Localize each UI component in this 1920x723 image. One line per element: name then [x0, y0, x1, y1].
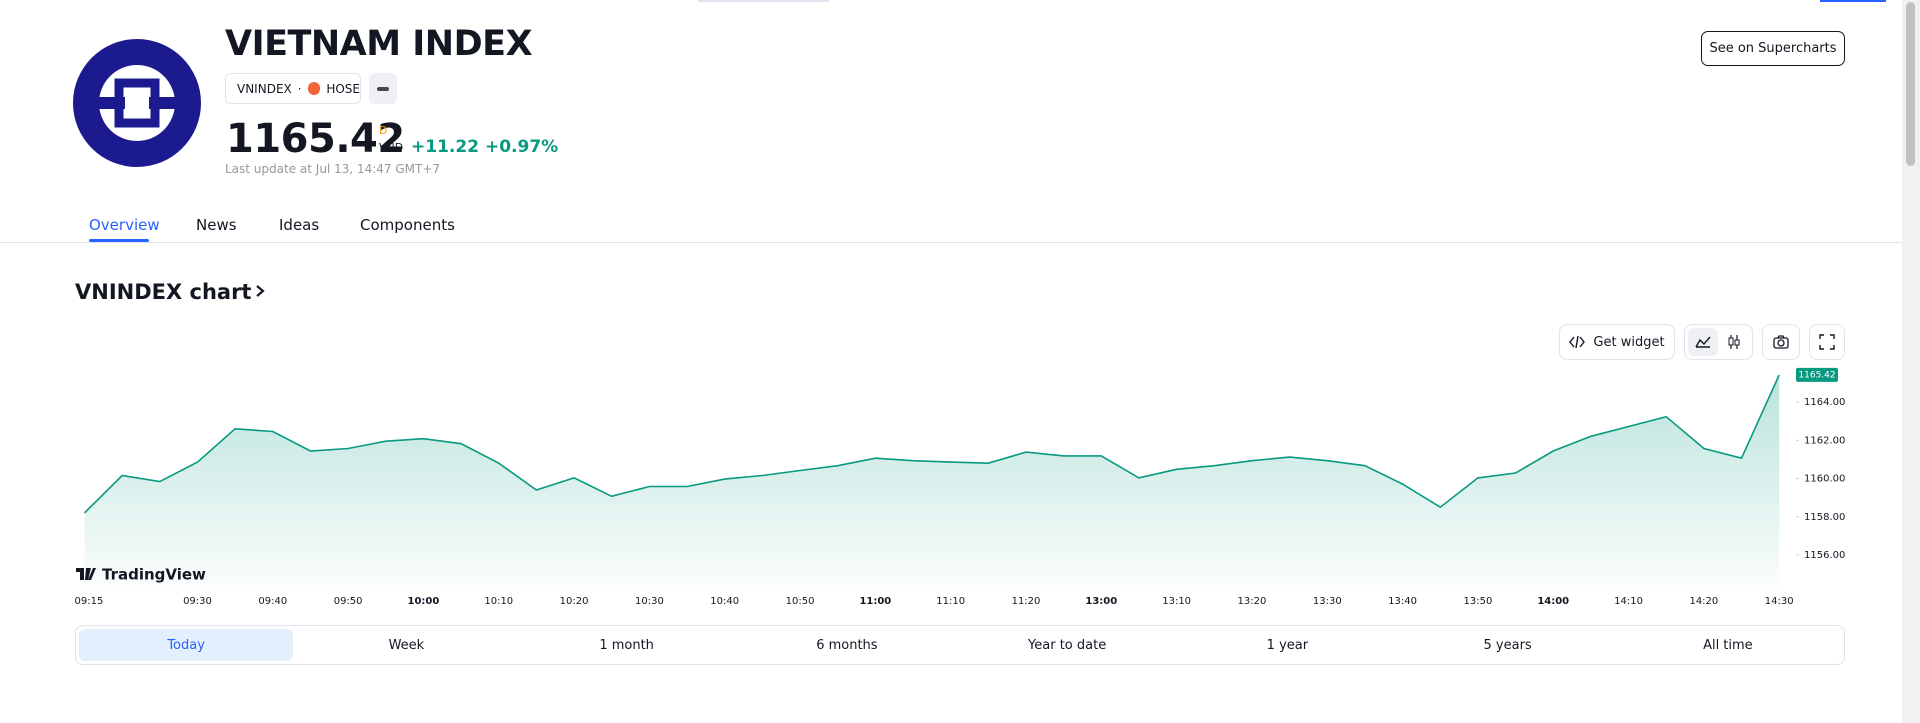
watermark-text: TradingView [102, 566, 206, 584]
x-tick-label: 13:20 [1238, 596, 1267, 607]
range-button[interactable]: All time [1703, 637, 1753, 653]
x-tick-label: 10:50 [786, 596, 815, 607]
snapshot-button[interactable] [1762, 324, 1800, 360]
symbol: VNINDEX [237, 81, 292, 96]
x-tick-label: 09:50 [334, 596, 363, 607]
x-tick-label: 14:10 [1614, 596, 1643, 607]
x-tick-label: 11:20 [1012, 596, 1041, 607]
price-line [83, 374, 1780, 514]
x-tick-label: 10:30 [635, 596, 664, 607]
y-tick-label: 1156.00 [1804, 550, 1845, 561]
price: 1165.42 [226, 116, 405, 162]
chart-type-group [1684, 324, 1753, 360]
separator: · [297, 81, 302, 96]
price-suffix: D [379, 124, 388, 137]
x-tick-label: 13:00 [1085, 596, 1117, 607]
x-tick-label: 11:00 [859, 596, 891, 607]
scrollbar [1902, 0, 1920, 723]
watermark: TradingView [76, 566, 206, 584]
range-button[interactable]: 6 months [816, 637, 878, 653]
exchange: HOSE [326, 81, 360, 96]
exchange-icon [307, 82, 321, 95]
x-tick-label: 13:50 [1464, 596, 1493, 607]
change: +11.22 +0.97% [411, 137, 558, 157]
range-button[interactable]: 5 years [1483, 637, 1532, 653]
x-tick-label: 14:20 [1689, 596, 1718, 607]
x-tick-label: 13:40 [1388, 596, 1417, 607]
area-type-button[interactable] [1688, 328, 1718, 356]
top-edge [1820, 0, 1886, 2]
change-percent: +0.97% [484, 137, 559, 157]
top-edge [698, 0, 829, 2]
range-button[interactable]: Week [388, 637, 425, 653]
get-widget-label: Get widget [1593, 334, 1665, 350]
fullscreen-icon [1819, 334, 1835, 350]
chevron [256, 285, 266, 297]
get-widget-button[interactable]: Get widget [1559, 324, 1675, 360]
x-tick-label: 14:30 [1765, 596, 1794, 607]
x-tick-label: 10:20 [560, 596, 589, 607]
tab[interactable]: News [196, 216, 237, 234]
candle-icon [1728, 335, 1740, 349]
x-tick-label: 14:00 [1537, 596, 1569, 607]
scrollbar-thumb[interactable] [1906, 2, 1915, 166]
y-tick-label: 1160.00 [1804, 474, 1845, 485]
title: VIETNAM INDEX [225, 24, 533, 64]
supercharts-button[interactable]: See on Supercharts [1701, 31, 1845, 66]
symbol-badge[interactable]: VNINDEX · HOSE [225, 73, 361, 104]
x-tick-label: 13:10 [1162, 596, 1191, 607]
y-tick-label: 1158.00 [1804, 512, 1845, 523]
x-tick-label: 10:10 [484, 596, 513, 607]
change-value: +11.22 [411, 137, 480, 157]
range-button[interactable]: 1 month [599, 637, 654, 653]
separator [0, 242, 1902, 243]
candle-type-button[interactable] [1720, 328, 1750, 356]
x-tick-label: 10:00 [408, 596, 440, 607]
x-tick-label: 09:40 [258, 596, 287, 607]
x-tick-label: 09:15 [75, 596, 104, 607]
currency: VND [379, 141, 404, 154]
logo [73, 39, 201, 167]
tab[interactable]: Components [360, 216, 455, 234]
range-button[interactable]: Today [79, 629, 294, 661]
x-tick-label: 11:10 [936, 596, 965, 607]
tab[interactable]: Overview [89, 216, 160, 234]
y-tick-label: 1164.00 [1804, 397, 1845, 408]
range-button[interactable]: Year to date [1028, 637, 1107, 653]
chart-heading-text: VNINDEX chart [75, 280, 252, 304]
code-icon [1569, 335, 1586, 349]
last-price-badge [1796, 367, 1838, 382]
x-tick-label: 09:30 [183, 596, 212, 607]
range-bar: Today Week 1 month 6 months Year to date 1 ye… [75, 625, 1845, 665]
last-update: Last update at Jul 13, 14:47 GMT+7 [225, 162, 441, 176]
more-button[interactable] [369, 73, 397, 104]
x-tick-label: 10:40 [710, 596, 739, 607]
chart: 1156.00 1158.00 1160.00 1162.00 1164.00 09:15… [75, 367, 1845, 607]
y-tick-label: 1162.00 [1804, 435, 1845, 446]
last-price-label: 1165.42 [1798, 370, 1835, 380]
tab[interactable]: Ideas [279, 216, 320, 234]
area-icon [1695, 336, 1711, 348]
area-fill [84, 374, 1780, 586]
fullscreen-button[interactable] [1809, 324, 1845, 360]
x-tick-label: 13:30 [1313, 596, 1342, 607]
chart-heading[interactable]: VNINDEX chart [75, 280, 268, 304]
tab-underline [89, 239, 149, 242]
camera-icon [1773, 335, 1789, 349]
range-button[interactable]: 1 year [1266, 637, 1309, 653]
